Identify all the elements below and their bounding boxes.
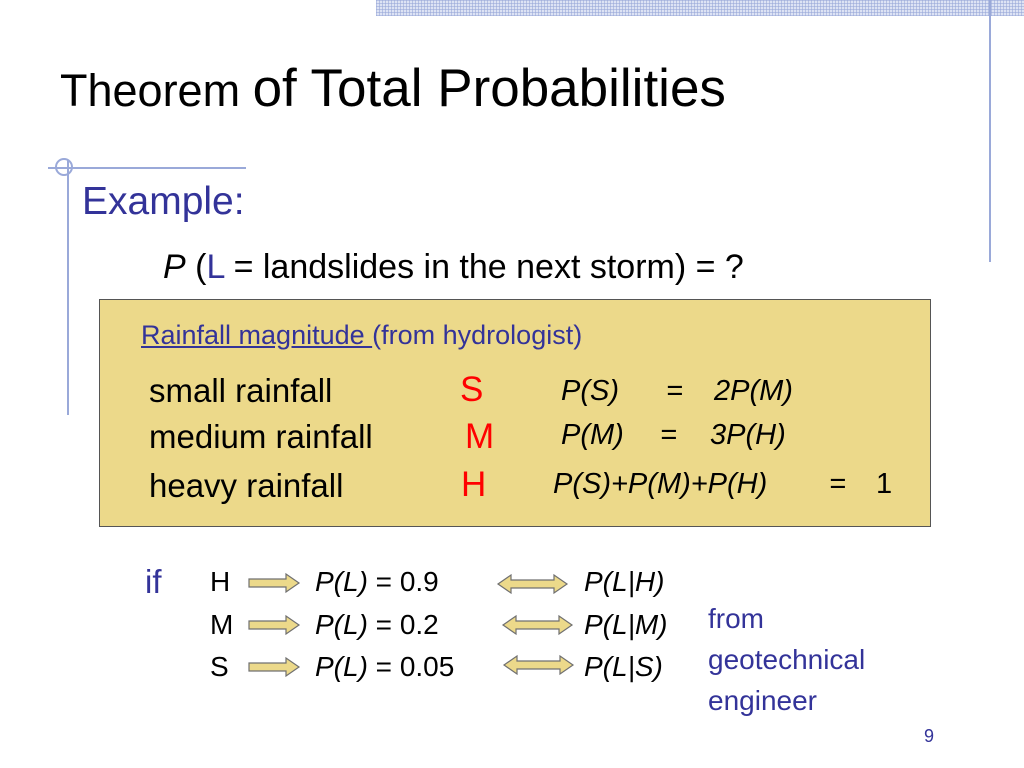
rule-corner-circle (55, 158, 73, 176)
rainfall-source: (from hydrologist) (372, 320, 583, 350)
horizontal-rule-left (48, 167, 246, 169)
equation-2-lhs: P(M) (561, 419, 624, 451)
rainfall-symbol-h: H (461, 465, 487, 504)
state-h: H (210, 566, 231, 597)
question-text: = landslides in the next storm) = ? (224, 248, 744, 286)
rainfall-label-small: small rainfall (149, 372, 333, 409)
if-label: if (145, 563, 162, 600)
right-arrow-icon-m (248, 614, 301, 636)
equation-1-rhs: 2P(M) (714, 375, 793, 407)
header-pattern-strip (376, 0, 1024, 16)
conditional-prob-m: P(L|M) (584, 609, 668, 640)
rainfall-symbol-s: S (460, 370, 484, 409)
equation-1-lhs: P(S) (561, 375, 619, 407)
rainfall-box (99, 299, 931, 527)
right-arrow-icon-s (248, 656, 301, 678)
right-arrow-icon-h (248, 572, 301, 594)
equation-2-eq: = (660, 419, 677, 451)
pl-number-m: = 0.2 (367, 609, 439, 640)
double-arrow-icon-s (502, 654, 575, 676)
rainfall-label-medium: medium rainfall (149, 418, 373, 455)
page-number: 9 (924, 726, 935, 746)
pl-label-s: P(L) (315, 651, 368, 682)
equation-3-eq: = (829, 468, 846, 500)
slide-title-part1: Theorem (60, 65, 253, 116)
source-note-line1: from (708, 603, 764, 634)
example-label: Example: (82, 180, 245, 223)
pl-number-s: = 0.05 (367, 651, 455, 682)
pl-value-m: P(L) = 0.2 (315, 609, 439, 641)
conditional-prob-s: P(L|S) (584, 651, 663, 682)
slide-title: Theorem of Total Probabilities (60, 58, 726, 119)
question-open: ( (185, 248, 207, 286)
pl-label-m: P(L) (315, 609, 368, 640)
conditional-prob-h: P(L|H) (584, 566, 665, 597)
equation-3-rhs: 1 (876, 468, 893, 500)
source-note-line3: engineer (708, 685, 817, 716)
slide-title-part2: of Total Probabilities (252, 59, 726, 118)
rainfall-magnitude-link[interactable]: Rainfall magnitude (141, 320, 373, 350)
rainfall-label-heavy: heavy rainfall (149, 467, 344, 504)
vertical-rule-left (67, 160, 69, 415)
pl-value-s: P(L) = 0.05 (315, 651, 454, 683)
pl-number-h: = 0.9 (367, 566, 439, 597)
question-p: P (163, 248, 186, 286)
rainfall-header: Rainfall magnitude (from hydrologist) (141, 320, 582, 351)
question-l: L (206, 248, 225, 286)
rainfall-symbol-m: M (465, 417, 495, 456)
state-m: M (210, 609, 234, 640)
double-arrow-icon-h (496, 573, 569, 595)
equation-1-eq: = (666, 375, 683, 407)
double-arrow-icon-m (501, 614, 574, 636)
state-s: S (210, 651, 229, 682)
question-line: P (L = landslides in the next storm) = ? (163, 248, 744, 287)
source-note-line2: geotechnical (708, 644, 866, 675)
equation-2-rhs: 3P(H) (710, 419, 786, 451)
pl-value-h: P(L) = 0.9 (315, 566, 439, 598)
equation-3-lhs: P(S)+P(M)+P(H) (553, 468, 768, 500)
vertical-rule-right (989, 0, 991, 262)
pl-label-h: P(L) (315, 566, 368, 597)
